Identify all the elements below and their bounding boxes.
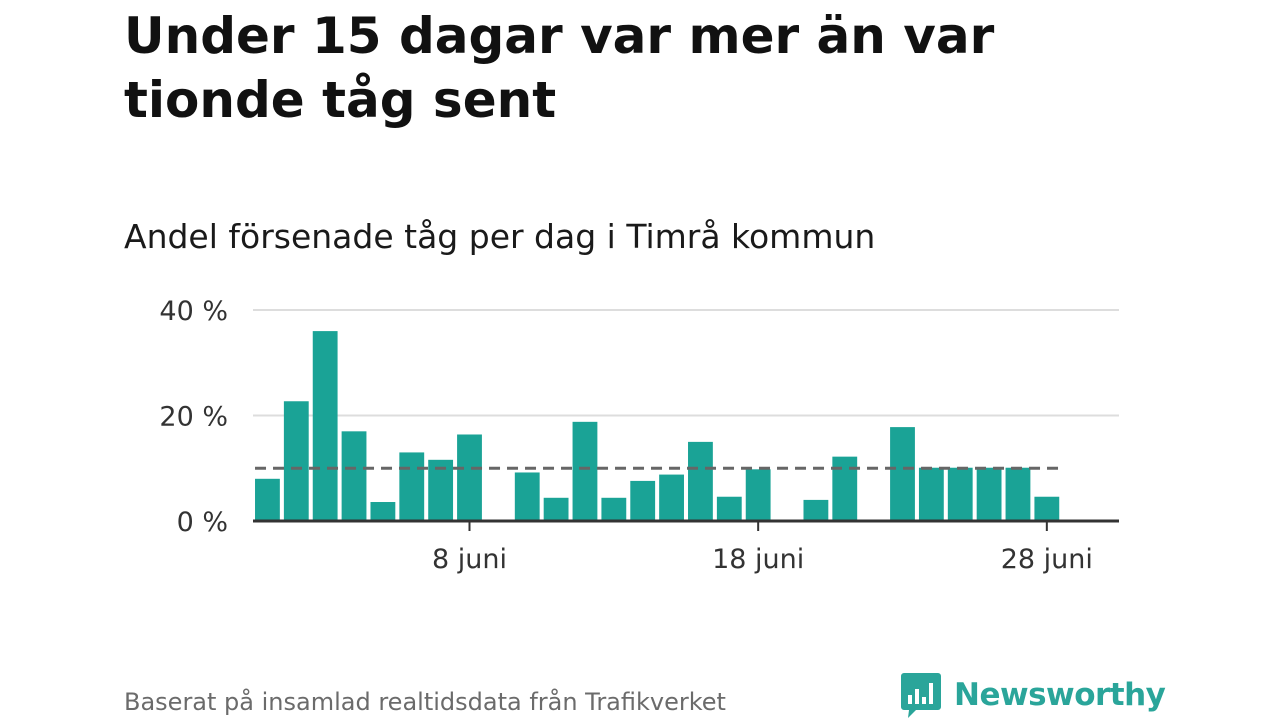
bar — [688, 441, 713, 521]
x-axis-labels: 8 juni 18 juni 28 juni — [432, 544, 1093, 575]
bar — [341, 431, 367, 521]
source-note: Baserat på insamlad realtidsdata från Tr… — [124, 688, 726, 716]
x-axis — [253, 519, 1119, 531]
bar — [630, 480, 656, 521]
bar — [457, 434, 482, 521]
bar — [312, 331, 338, 521]
brand-name: Newsworthy — [954, 677, 1166, 713]
bar — [803, 499, 829, 521]
bars — [255, 331, 1060, 521]
headline: Under 15 dagar var mer än var tionde tåg… — [124, 7, 995, 129]
y-tick-label: 20 % — [159, 402, 228, 433]
y-axis-labels: 0 % 20 % 40 % — [159, 296, 228, 538]
newsworthy-logo-icon — [901, 673, 941, 718]
bar — [1005, 467, 1031, 521]
bar — [716, 496, 742, 521]
bar — [832, 456, 858, 521]
bar — [601, 497, 627, 521]
bar — [399, 452, 425, 521]
bar — [428, 459, 454, 521]
bar — [370, 502, 396, 521]
x-tick-label: 18 juni — [712, 544, 804, 575]
bar — [890, 427, 915, 521]
bar — [976, 467, 1002, 521]
brand-logo: Newsworthy — [900, 670, 1166, 720]
grid-lines — [253, 309, 1119, 417]
bar — [947, 467, 973, 521]
chart-title: Andel försenade tåg per dag i Timrå komm… — [124, 217, 876, 256]
bar — [918, 467, 944, 521]
y-tick-label: 40 % — [159, 296, 228, 327]
bar — [659, 474, 684, 521]
bar — [1034, 496, 1060, 521]
x-tick-label: 8 juni — [432, 544, 507, 575]
x-tick-label: 28 juni — [1001, 544, 1093, 575]
bar — [255, 478, 280, 521]
y-tick-label: 0 % — [177, 507, 228, 538]
bar — [514, 472, 540, 521]
bar — [543, 497, 569, 521]
bar — [283, 401, 309, 521]
bar — [745, 469, 771, 521]
bar — [572, 421, 598, 521]
